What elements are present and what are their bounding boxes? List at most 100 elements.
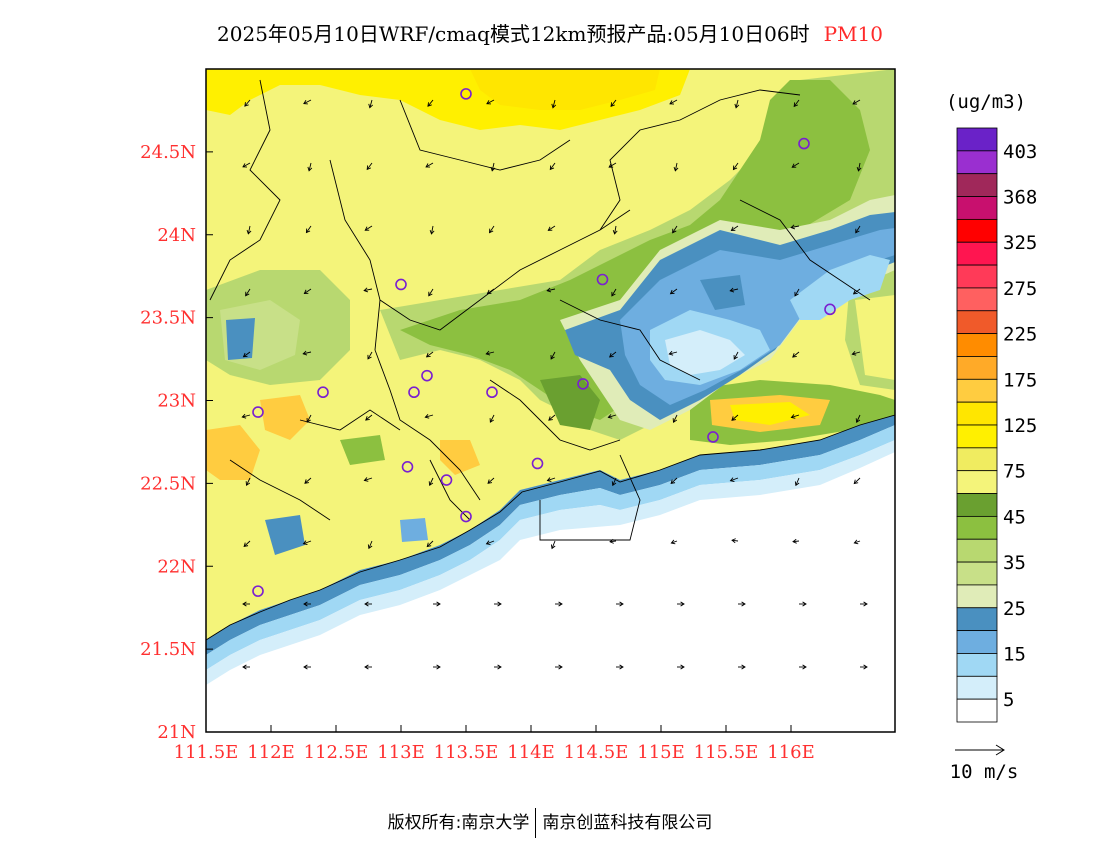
colorbar-unit: (ug/m3) (946, 91, 1026, 113)
wind-arrow (547, 225, 556, 231)
wind-arrow (367, 351, 373, 360)
wind-arrow (792, 351, 800, 358)
wind-arrow (425, 162, 434, 168)
wind-arrow (677, 664, 685, 670)
wind-arrow (304, 477, 312, 484)
x-tick-label: 112.5E (304, 742, 369, 763)
wind-arrow (611, 288, 617, 297)
copyright-footer: 版权所有:南京大学 南京创蓝科技有限公司 (0, 808, 1100, 838)
x-axis: 111.5E 112E 112.5E 113E 113.5E 114E 114.5E 115E… (174, 725, 815, 763)
x-tick-label: 115E (637, 742, 685, 763)
colorbar-swatch (956, 127, 998, 152)
x-tick-label: 111.5E (174, 742, 239, 763)
y-tick-label: 24N (157, 225, 196, 246)
colorbar-label: 403 (1003, 141, 1037, 163)
wind-arrow (853, 539, 861, 545)
colorbar-swatch (956, 287, 998, 312)
wind-arrow (616, 601, 624, 607)
y-tick-label: 22N (157, 556, 196, 577)
wind-arrow (485, 540, 495, 546)
wind-arrow (550, 540, 556, 550)
wind-arrow (853, 477, 861, 485)
wind-arrow (799, 601, 807, 607)
colorbar-swatch (956, 561, 998, 586)
wind-arrow (860, 601, 868, 607)
colorbar-label: 175 (1003, 369, 1037, 391)
wind-arrow (856, 162, 862, 172)
wind-arrow (489, 414, 495, 423)
colorbar-label: 368 (1003, 187, 1037, 209)
wind-arrow (673, 162, 679, 172)
wind-arrow (611, 477, 617, 487)
wind-arrow (555, 664, 563, 670)
chart-title: 2025年05月10日WRF/cmaq模式12km预报产品:05月10日06时 P… (0, 18, 1100, 47)
wind-arrow (609, 351, 617, 358)
colorbar-swatch (956, 264, 998, 289)
wind-arrow (243, 540, 251, 548)
wind-legend: 10 m/s (950, 744, 1018, 783)
wind-arrow (860, 664, 868, 670)
wind-arrow (245, 477, 251, 486)
y-tick-label: 23N (157, 391, 196, 412)
colorbar-swatch (956, 653, 998, 677)
wind-vectors (241, 99, 868, 670)
colorbar-swatch (956, 675, 998, 700)
wind-arrow (486, 288, 495, 295)
colorbar-legend: (ug/m3) 403 368 325 275 225 175 125 75 45 35 25 15 5 (946, 91, 1037, 723)
y-tick-label: 22.5N (140, 473, 196, 494)
colorbar-swatch (956, 150, 998, 175)
colorbar-swatch (956, 310, 998, 335)
x-tick-label: 112E (247, 742, 295, 763)
colorbar-swatch (956, 333, 998, 357)
wind-arrow (303, 601, 311, 607)
wind-arrow (612, 225, 618, 235)
colorbar-label: 75 (1003, 461, 1026, 483)
wind-arrow (428, 477, 434, 487)
wind-arrow (729, 477, 739, 482)
wind-arrow (302, 540, 312, 545)
wind-arrow (307, 162, 313, 172)
colorbar-swatch (956, 356, 998, 380)
colorbar-label: 275 (1003, 278, 1037, 300)
x-tick-label: 114E (507, 742, 555, 763)
wind-arrow (729, 287, 739, 293)
wind-arrow (609, 538, 617, 544)
wind-arrow (733, 351, 739, 360)
wind-arrow (433, 664, 441, 670)
wind-arrow (426, 540, 434, 548)
wind-arrow (425, 351, 434, 358)
x-tick-label: 113E (377, 742, 425, 763)
wind-arrow (855, 414, 861, 424)
wind-arrow (429, 225, 435, 235)
site-marker (401, 460, 414, 473)
title-main: 2025年05月10日WRF/cmaq模式12km预报产品:05月10日06时 (217, 22, 810, 46)
wind-arrow (731, 414, 739, 421)
y-tick-label: 23.5N (140, 308, 196, 329)
wind-legend-arrowhead (995, 744, 1005, 756)
colorbar-swatch (956, 424, 998, 449)
colorbar-label: 125 (1003, 415, 1037, 437)
wind-arrow (364, 601, 372, 607)
site-marker (486, 386, 498, 399)
wind-arrow (738, 664, 746, 670)
footer-left: 版权所有:南京大学 (387, 813, 530, 833)
colorbar-label: 25 (1003, 598, 1026, 620)
site-marker (460, 510, 472, 523)
wind-arrow (245, 288, 251, 297)
colorbar-label: 5 (1003, 689, 1014, 711)
wind-arrow (246, 225, 252, 235)
wind-arrow (364, 664, 372, 670)
wind-arrow (734, 99, 740, 109)
wind-arrow (672, 225, 678, 234)
colorbar-label: 225 (1003, 324, 1037, 346)
colorbar-swatch (956, 378, 998, 403)
wind-arrow (791, 162, 800, 168)
wind-arrow (549, 162, 556, 171)
wind-arrow (365, 414, 373, 421)
wind-arrow (677, 601, 685, 607)
wind-arrow (799, 664, 807, 670)
site-marker (577, 378, 589, 390)
wind-arrow (486, 99, 495, 105)
wind-arrow (672, 414, 678, 423)
